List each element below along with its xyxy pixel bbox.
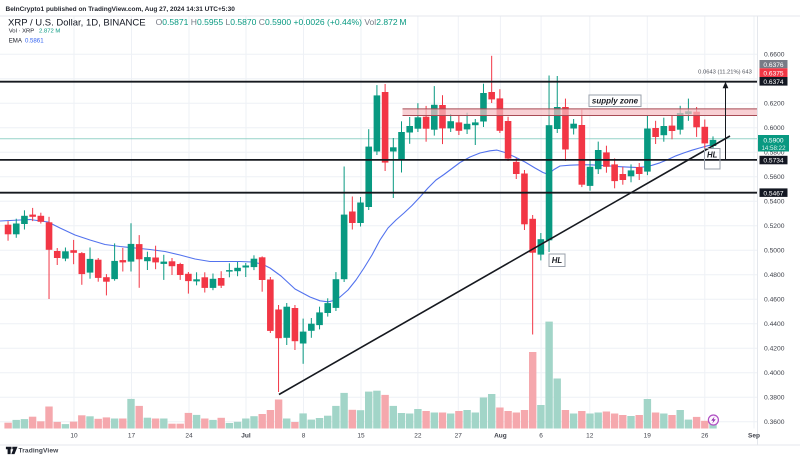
svg-text:0.4200: 0.4200 <box>764 346 785 353</box>
svg-text:12: 12 <box>586 432 594 439</box>
svg-text:0.5734: 0.5734 <box>763 158 784 165</box>
svg-text:0.5600: 0.5600 <box>764 174 785 181</box>
svg-text:O0.5871 H0.5955 L0.5870 C0.590: O0.5871 H0.5955 L0.5870 C0.5900 +0.0026 … <box>156 17 407 27</box>
svg-text:27: 27 <box>455 432 463 439</box>
svg-text:BeInCrypto1 published on Tradi: BeInCrypto1 published on TradingView.com… <box>6 6 236 13</box>
svg-text:0.4600: 0.4600 <box>764 297 785 304</box>
svg-text:0.5400: 0.5400 <box>764 199 785 206</box>
svg-text:XRP / U.S. Dollar, 1D, BINANCE: XRP / U.S. Dollar, 1D, BINANCE <box>8 17 146 28</box>
svg-text:8: 8 <box>302 432 306 439</box>
svg-text:supply zone: supply zone <box>592 97 639 106</box>
svg-text:0.6375: 0.6375 <box>763 70 784 77</box>
svg-text:0.5467: 0.5467 <box>763 190 784 197</box>
svg-text:0.3800: 0.3800 <box>764 395 785 402</box>
svg-text:Sep: Sep <box>748 432 760 439</box>
svg-text:0.4800: 0.4800 <box>764 272 785 279</box>
svg-text:Jul: Jul <box>241 432 251 439</box>
svg-text:24: 24 <box>185 432 193 439</box>
svg-text:0.3600: 0.3600 <box>764 419 785 426</box>
svg-text:TradingView: TradingView <box>19 448 60 455</box>
svg-text:0.5800: 0.5800 <box>764 150 785 157</box>
svg-text:0.5200: 0.5200 <box>764 223 785 230</box>
svg-text:10: 10 <box>70 432 78 439</box>
svg-text:0.6200: 0.6200 <box>764 101 785 108</box>
svg-text:0.5000: 0.5000 <box>764 248 785 255</box>
svg-text:19: 19 <box>644 432 652 439</box>
svg-text:0.6600: 0.6600 <box>764 52 785 59</box>
svg-text:0.4400: 0.4400 <box>764 321 785 328</box>
svg-text:17: 17 <box>128 432 136 439</box>
svg-text:15: 15 <box>357 432 365 439</box>
svg-text:0.4000: 0.4000 <box>764 370 785 377</box>
svg-text:EMA 0.5861: EMA 0.5861 <box>9 37 45 44</box>
svg-text:0.5900: 0.5900 <box>763 137 784 144</box>
svg-text:0.0643 (11.21%) 643: 0.0643 (11.21%) 643 <box>698 70 752 76</box>
svg-text:Vol · XRP 2.872 M: Vol · XRP 2.872 M <box>9 29 61 35</box>
svg-text:Aug: Aug <box>494 432 507 439</box>
svg-text:0.6374: 0.6374 <box>763 79 784 86</box>
svg-text:HL: HL <box>552 256 563 265</box>
svg-text:6: 6 <box>539 432 543 439</box>
svg-text:0.6376: 0.6376 <box>763 62 784 69</box>
svg-text:14:58:22: 14:58:22 <box>761 145 786 152</box>
svg-text:22: 22 <box>414 432 422 439</box>
svg-text:HL: HL <box>707 150 718 159</box>
svg-text:26: 26 <box>701 432 709 439</box>
svg-text:0.6000: 0.6000 <box>764 125 785 132</box>
